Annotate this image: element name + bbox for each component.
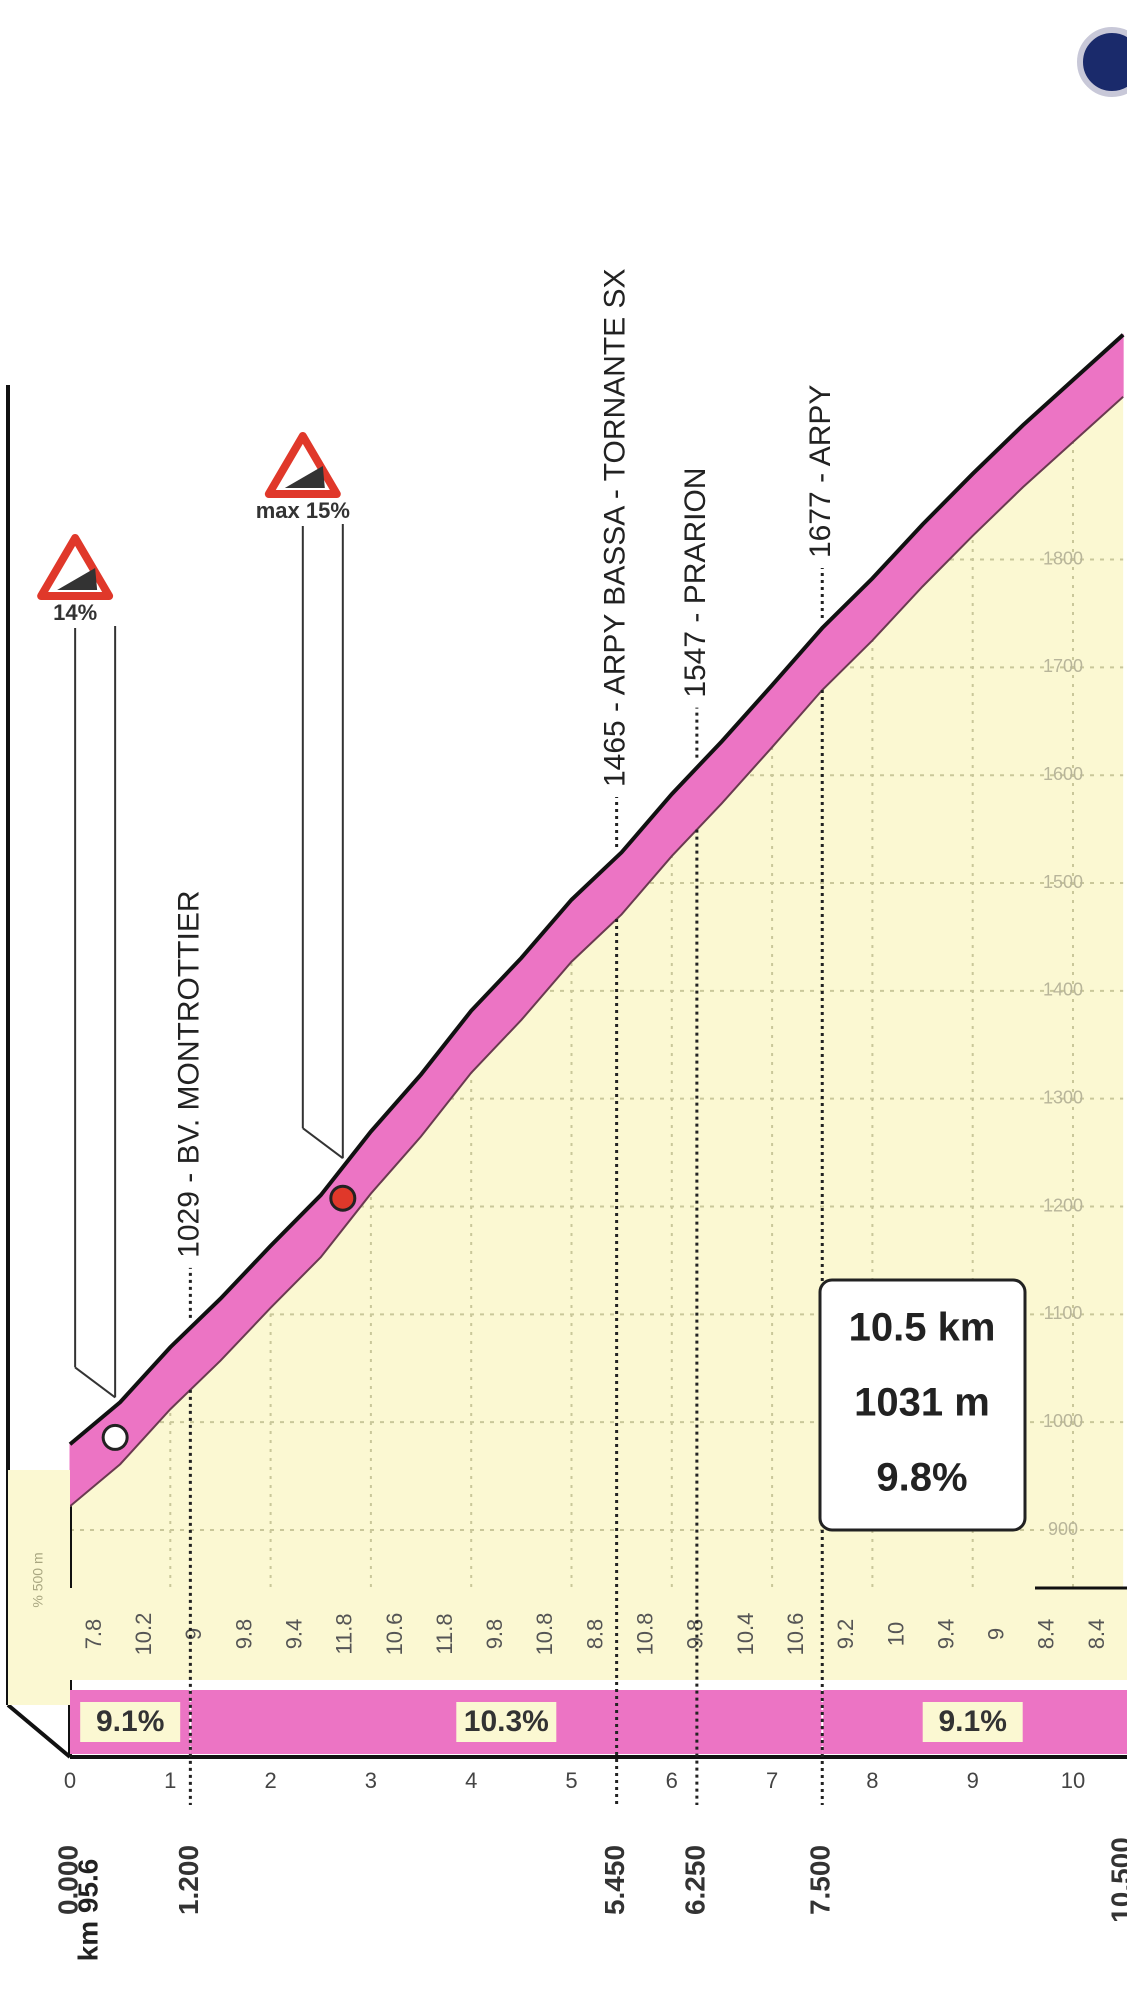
gradient-value: 9.8 — [482, 1619, 507, 1650]
gradient-value: 10.8 — [633, 1613, 658, 1656]
y-tick-label: 1200 — [1043, 1195, 1083, 1215]
gradient-value: 10.6 — [783, 1613, 808, 1656]
waypoint-label: 1465 - ARPY BASSA - TORNANTE SX — [599, 268, 632, 787]
x-tick-label: 2 — [264, 1768, 276, 1793]
section-label: 9.1% — [939, 1705, 1007, 1738]
gradient-value: 10.2 — [131, 1613, 156, 1656]
x-tick-label: 7 — [766, 1768, 778, 1793]
marker-label: 14% — [53, 600, 97, 625]
gradient-value: 11.8 — [432, 1613, 457, 1654]
gradient-value: 8.4 — [1084, 1619, 1109, 1650]
x-tick-label: 0 — [64, 1768, 76, 1793]
x-tick-label: 6 — [666, 1768, 678, 1793]
left-frame — [6, 1703, 72, 1759]
distance-label: 7.500 — [805, 1845, 836, 1915]
profile-line — [69, 395, 1124, 1508]
gradient-strip — [70, 1588, 1127, 1680]
start-label: km 95.6 — [72, 1859, 103, 1962]
summary-gain: 1031 m — [854, 1381, 990, 1425]
marker-icon-slope — [284, 466, 325, 488]
gradient-value: 9 — [181, 1628, 206, 1640]
y-tick-label: 1000 — [1043, 1411, 1083, 1431]
summary-gradient: 9.8% — [876, 1456, 967, 1500]
gradient-strip-label: % 500 m — [30, 1552, 46, 1607]
gradient-value: 9.4 — [281, 1619, 306, 1650]
summary-length: 10.5 km — [849, 1306, 996, 1350]
gradient-value: 9.8 — [683, 1619, 708, 1650]
gradient-value: 9.2 — [833, 1619, 858, 1650]
section-label-box — [456, 1702, 557, 1742]
gradient-value: 9.4 — [933, 1619, 958, 1650]
distance-label: 5.450 — [599, 1845, 630, 1915]
distance-label: 0.000 — [52, 1845, 83, 1915]
marker-dot — [329, 1184, 357, 1212]
y-tick-label: 1700 — [1043, 656, 1083, 676]
waypoint-label: 1029 - BV. MONTROTTIER — [172, 891, 205, 1258]
distance-label: 10.500 — [1106, 1837, 1127, 1923]
summary-box — [818, 1278, 1027, 1532]
x-tick-label: 10 — [1061, 1768, 1085, 1793]
distance-label: 1.200 — [173, 1845, 204, 1915]
y-tick-label: 1400 — [1043, 980, 1083, 1000]
gradient-value: 8.8 — [582, 1619, 607, 1650]
section-label: 10.3% — [464, 1705, 549, 1738]
y-tick-label: 900 — [1048, 1519, 1078, 1539]
gradient-value: 10 — [883, 1622, 908, 1646]
gradient-value: 11.8 — [332, 1613, 357, 1654]
y-tick-label: 1100 — [1044, 1303, 1083, 1323]
x-tick-label: 9 — [967, 1768, 979, 1793]
band-top-edge — [68, 333, 1125, 1446]
gradient-value: 10.6 — [382, 1613, 407, 1656]
y-tick-label: 1600 — [1043, 764, 1083, 784]
marker-line — [302, 1127, 344, 1159]
y-tick-label: 1500 — [1043, 872, 1083, 892]
x-tick-label: 5 — [565, 1768, 577, 1793]
marker-dot — [101, 1423, 129, 1451]
gradient-value: 9.8 — [231, 1619, 256, 1650]
logo — [1077, 27, 1127, 97]
waypoint-label: 1677 - ARPY — [804, 385, 837, 558]
gradient-value: 7.8 — [81, 1619, 106, 1650]
gradient-value: 10.4 — [733, 1613, 758, 1656]
gradient-strip-left — [8, 1470, 70, 1705]
section-label-box — [922, 1702, 1023, 1742]
y-tick-label: 1800 — [1043, 548, 1083, 568]
gradient-value: 8.4 — [1034, 1619, 1059, 1650]
x-tick-label: 8 — [866, 1768, 878, 1793]
marker-label: max 15% — [256, 498, 350, 523]
marker-icon-slope — [57, 568, 98, 590]
waypoint-label: 1547 - PRARION — [679, 468, 712, 698]
y-tick-label: 1300 — [1043, 1087, 1083, 1107]
section-label: 9.1% — [96, 1705, 164, 1738]
distance-label: 6.250 — [679, 1845, 710, 1915]
gradient-value: 10.8 — [532, 1613, 557, 1656]
section-label-box — [80, 1702, 181, 1742]
gradient-value: 9 — [984, 1628, 1009, 1640]
x-tick-label: 4 — [465, 1768, 477, 1793]
x-tick-label: 1 — [164, 1768, 176, 1793]
x-tick-label: 3 — [365, 1768, 377, 1793]
marker-line — [74, 1366, 116, 1399]
